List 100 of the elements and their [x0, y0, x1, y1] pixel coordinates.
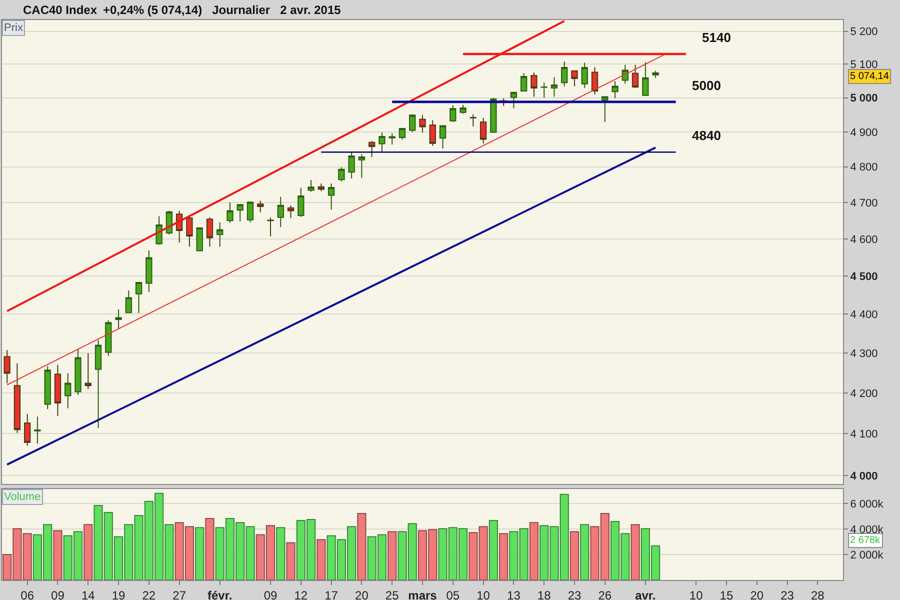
candlestick: [34, 416, 41, 444]
candlestick: [398, 128, 406, 140]
candlestick: [318, 183, 325, 192]
candlestick: [287, 204, 294, 219]
candlestick: [540, 82, 548, 98]
bar: [570, 531, 580, 580]
chart-title: CAC40 Index: [23, 3, 98, 18]
candlestick: [429, 120, 436, 146]
x-tick-label: 09: [51, 588, 65, 600]
x-tick-label: 06: [20, 588, 34, 600]
bar: [84, 524, 93, 580]
candlestick: [652, 70, 659, 78]
y-tick-label: 4 000: [850, 470, 878, 482]
y-tick-label: 4 900: [850, 126, 878, 139]
y-tick-label: 4 500: [850, 270, 878, 283]
candlestick: [206, 216, 214, 248]
candlestick: [226, 202, 234, 224]
text: 2 678k: [850, 535, 882, 546]
candlestick: [450, 104, 456, 122]
candlestick: [24, 414, 31, 446]
y-tick-label: 5 200: [850, 26, 878, 38]
candlestick: [236, 204, 244, 222]
candlestick: [642, 62, 649, 96]
x-tick-label: 15: [720, 588, 734, 600]
candlestick: [348, 152, 355, 180]
series-label: 5000: [692, 78, 721, 93]
x-tick-label: 13: [507, 588, 521, 600]
x-tick-label: 12: [294, 588, 308, 600]
candlestick: [196, 227, 203, 252]
x-tick-label: 05: [446, 588, 460, 600]
candlestick: [490, 97, 497, 134]
y-tick-label: 4 100: [850, 428, 878, 441]
candlestick: [591, 66, 598, 95]
bar: [529, 522, 539, 580]
candlestick: [378, 132, 386, 152]
x-tick-label: 09: [264, 588, 278, 600]
y-axis-title: Volume: [4, 491, 41, 503]
y-tick-label: 4 400: [850, 309, 878, 322]
candlestick: [328, 183, 335, 210]
x-tick-label: mars: [408, 588, 438, 600]
candlestick: [267, 216, 274, 237]
x-tick-label: 10: [689, 588, 704, 600]
candlestick: [246, 201, 254, 223]
y-tick-label: 2 000k: [850, 549, 884, 562]
candlestick: [135, 282, 142, 314]
candlestick: [530, 72, 538, 98]
y-axis-title: Prix: [4, 22, 24, 34]
x-tick-label: 19: [112, 588, 126, 600]
x-tick-label: 14: [81, 588, 96, 600]
candlestick: [298, 187, 304, 218]
candlestick: [84, 352, 92, 390]
x-tick-label: févr.: [208, 588, 232, 600]
candlestick: [216, 222, 224, 248]
bar: [357, 513, 366, 580]
candlestick: [480, 117, 487, 144]
candlestick: [308, 179, 314, 192]
x-tick-label: 27: [172, 588, 186, 600]
y-tick-label: 4 800: [850, 162, 878, 174]
candlestick: [64, 372, 72, 409]
candlestick: [74, 349, 82, 396]
bar: [276, 527, 286, 580]
series-label: 4840: [692, 128, 721, 143]
candlestick: [632, 64, 639, 88]
y-tick-label: 5 100: [850, 59, 878, 72]
bar: [630, 524, 640, 580]
candlestick: [44, 366, 51, 410]
x-tick-label: 20: [750, 588, 764, 600]
x-tick-label: 26: [598, 588, 612, 600]
candlestick: [550, 76, 558, 98]
candlestick: [612, 80, 618, 99]
candlestick: [520, 72, 528, 92]
text: 5 074,14: [850, 71, 890, 82]
y-tick-label: 4 300: [850, 348, 878, 360]
x-tick-label: avr.: [635, 588, 656, 600]
candlestick: [277, 196, 284, 228]
candlestick: [581, 62, 588, 88]
candlestick: [388, 132, 396, 145]
y-tick-label: 5 000: [850, 92, 878, 105]
bar: [286, 542, 296, 580]
x-tick-label: 10: [476, 588, 490, 600]
y-tick-label: 4 600: [850, 234, 878, 246]
bar: [499, 533, 508, 580]
bar: [195, 527, 204, 580]
y-tick-label: 4 200: [850, 388, 878, 400]
candlestick: [439, 125, 446, 150]
candlestick: [368, 140, 376, 158]
candlestick: [602, 96, 608, 122]
candlestick: [94, 340, 102, 428]
candlestick: [338, 166, 345, 182]
candlestick: [409, 114, 416, 132]
x-tick-label: 18: [537, 588, 552, 600]
candlestick: [571, 70, 578, 87]
bar: [53, 530, 62, 580]
bar: [488, 520, 498, 580]
x-tick-label: 22: [142, 588, 156, 600]
candlestick: [460, 104, 466, 114]
series-label: 5140: [702, 30, 731, 45]
candlestick: [561, 61, 568, 87]
x-tick-label: 25: [385, 588, 400, 600]
candlestick: [419, 114, 426, 134]
